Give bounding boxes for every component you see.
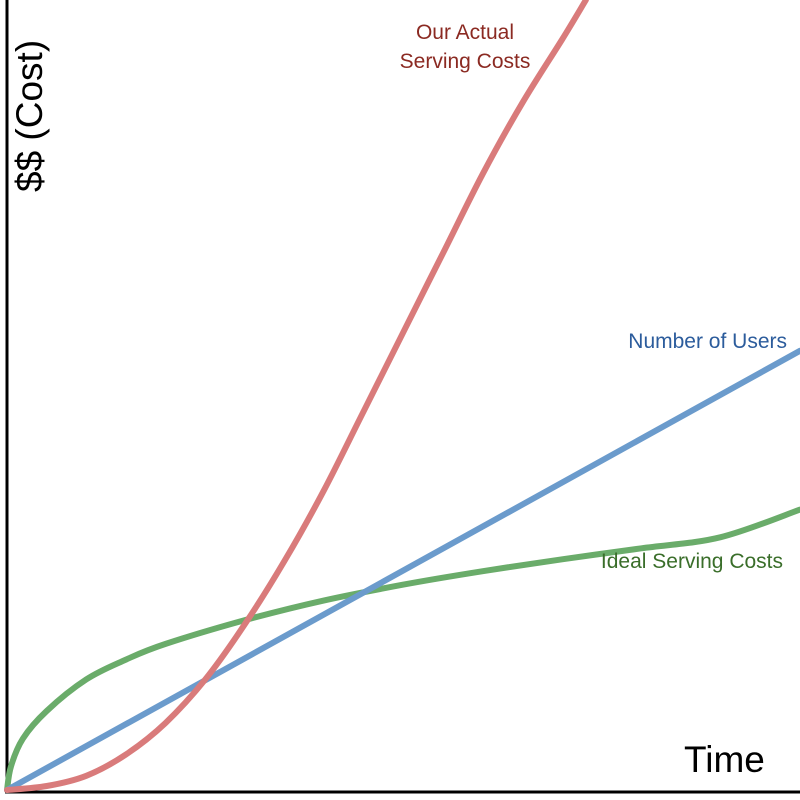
x-axis-label: Time (684, 739, 765, 780)
series-line-number-of-users (4, 347, 800, 793)
label-layer: Our Actual Serving Costs Number of Users Id… (400, 21, 787, 573)
series-layer (4, 0, 800, 793)
series-label-ideal-serving-costs: Ideal Serving Costs (601, 550, 783, 573)
series-line-actual-serving-costs (4, 0, 589, 793)
series-label-number-of-users: Number of Users (628, 330, 787, 353)
y-axis-label: $$ (Cost) (9, 40, 50, 192)
series-label-actual-serving-costs-line1: Our Actual (416, 21, 514, 44)
series-label-actual-serving-costs-line2: Serving Costs (400, 50, 531, 73)
series-line-ideal-serving-costs (4, 506, 800, 793)
